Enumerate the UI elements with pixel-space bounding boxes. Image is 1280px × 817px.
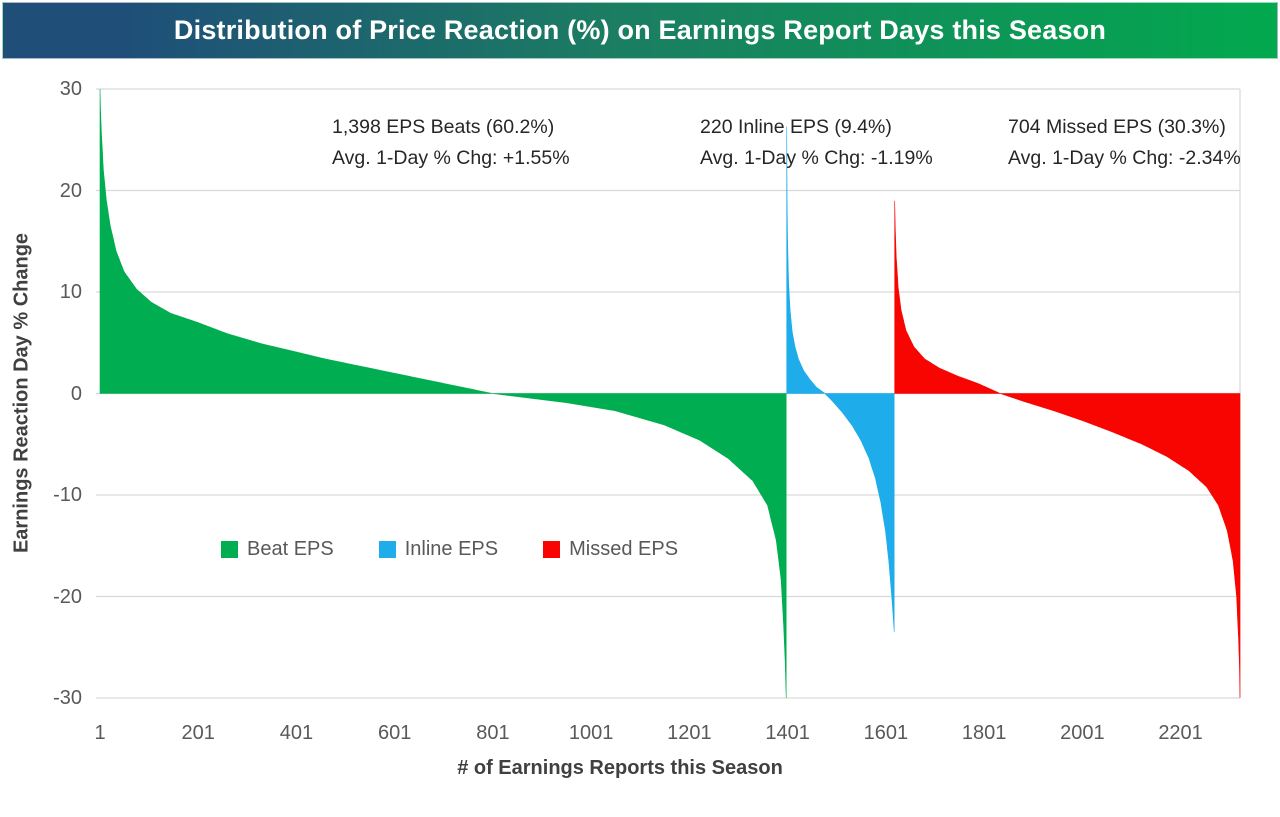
annotation-beats-line1: 1,398 EPS Beats (60.2%): [332, 116, 555, 138]
x-tick-label-1401: 1401: [765, 722, 810, 744]
legend-item-missed: Missed EPS: [543, 539, 678, 559]
y-tick-label-30: 30: [59, 78, 82, 100]
series-missed-eps: [894, 200, 1241, 699]
annotation-beats-line2: Avg. 1-Day % Chg: +1.55%: [332, 147, 570, 169]
annotation-inline: 220 Inline EPS (9.4%) Avg. 1-Day % Chg: …: [700, 112, 933, 174]
series-beat-eps: [99, 88, 787, 699]
x-tick-label-2201: 2201: [1158, 722, 1203, 744]
legend-item-inline: Inline EPS: [378, 538, 499, 560]
title-banner: Distribution of Price Reaction (%) on Ea…: [2, 2, 1278, 59]
legend-label-missed: Missed EPS: [569, 538, 679, 560]
legend: Beat EPS Inline EPS Missed EPS: [221, 539, 678, 559]
legend-label-inline: Inline EPS: [404, 538, 499, 560]
x-tick-label-401: 401: [279, 722, 314, 744]
legend-item-beat: Beat EPS: [221, 539, 334, 559]
y-tick-label--20: -20: [53, 585, 82, 608]
x-tick-label-1: 1: [94, 722, 106, 744]
inline-eps-swatch-icon: [378, 540, 396, 558]
x-tick-label-1001: 1001: [568, 722, 614, 744]
y-tick-label--10: -10: [53, 484, 82, 506]
missed-eps-swatch-icon: [543, 540, 561, 558]
beat-eps-swatch-icon: [221, 540, 238, 558]
legend-label-beat: Beat EPS: [247, 538, 334, 560]
y-axis-title: Earnings Reaction Day % Change: [10, 232, 33, 554]
y-tick-label-10: 10: [59, 281, 82, 303]
y-tick-label-20: 20: [59, 179, 82, 202]
x-tick-label-201: 201: [181, 722, 215, 744]
chart-title: Distribution of Price Reaction (%) on Ea…: [173, 15, 1107, 45]
x-tick-label-801: 801: [476, 722, 510, 744]
annotation-missed-line2: Avg. 1-Day % Chg: -2.34%: [1008, 147, 1241, 169]
annotation-missed-line1: 704 Missed EPS (30.3%): [1008, 116, 1226, 138]
x-tick-label-1601: 1601: [863, 722, 909, 744]
x-tick-label-2001: 2001: [1060, 722, 1105, 744]
annotation-inline-line2: Avg. 1-Day % Chg: -1.19%: [700, 147, 933, 169]
series-inline-eps: [786, 126, 895, 633]
x-tick-label-601: 601: [378, 722, 412, 744]
annotation-missed: 704 Missed EPS (30.3%) Avg. 1-Day % Chg:…: [1008, 112, 1241, 174]
y-tick-label-0: 0: [70, 382, 82, 405]
y-tick-label--30: -30: [53, 687, 82, 709]
x-axis-title: # of Earnings Reports this Season: [457, 757, 783, 779]
x-tick-label-1201: 1201: [667, 722, 712, 744]
annotation-inline-line1: 220 Inline EPS (9.4%): [700, 116, 892, 138]
x-tick-label-1801: 1801: [961, 722, 1007, 744]
annotation-beats: 1,398 EPS Beats (60.2%) Avg. 1-Day % Chg…: [332, 112, 570, 174]
